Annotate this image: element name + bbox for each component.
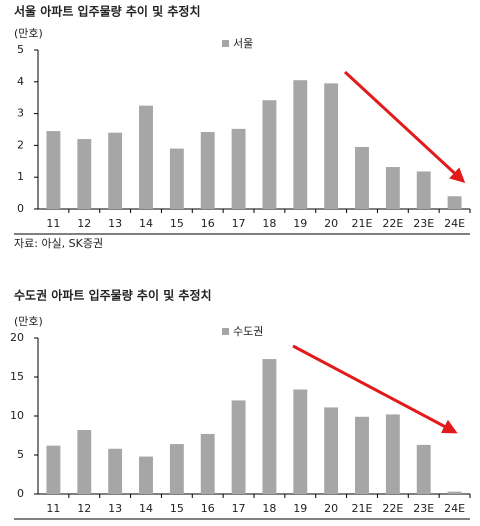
bar	[385, 167, 400, 209]
x-tick-label: 13	[108, 502, 122, 515]
trend-arrow	[292, 344, 458, 434]
legend-label: 수도권	[233, 325, 263, 338]
x-tick-label: 16	[201, 217, 215, 230]
bar	[293, 389, 308, 494]
bar	[200, 132, 215, 209]
x-tick-label: 14	[139, 502, 153, 515]
bar	[77, 430, 92, 494]
x-tick-label: 23E	[413, 502, 434, 515]
x-tick-label: 19	[293, 217, 307, 230]
x-tick-label: 15	[170, 502, 184, 515]
y-tick-label: 0	[17, 487, 24, 500]
bar	[46, 131, 61, 209]
legend-label: 서울	[233, 37, 253, 50]
x-tick-label: 17	[232, 217, 246, 230]
x-tick-label: 24E	[444, 502, 465, 515]
y-tick-label: 5	[17, 43, 24, 56]
bar	[108, 448, 123, 494]
x-tick-label: 20	[324, 217, 338, 230]
y-tick-label: 2	[17, 138, 24, 151]
x-tick-label: 23E	[413, 217, 434, 230]
y-axis-label: (만호)	[14, 27, 43, 40]
x-tick-label: 12	[77, 217, 91, 230]
x-tick-label: 20	[324, 502, 338, 515]
bar	[447, 196, 462, 209]
x-tick-label: 15	[170, 217, 184, 230]
x-tick-label: 14	[139, 217, 153, 230]
bar	[416, 444, 431, 494]
legend-swatch	[222, 328, 229, 335]
bar	[416, 171, 431, 209]
x-tick-label: 22E	[382, 502, 403, 515]
x-tick-label: 13	[108, 217, 122, 230]
x-tick-label: 18	[262, 217, 276, 230]
bar	[324, 407, 339, 494]
bar	[46, 445, 61, 494]
x-tick-label: 17	[232, 502, 246, 515]
bar	[293, 80, 308, 210]
bar	[169, 148, 184, 209]
bar	[231, 400, 246, 494]
y-tick-label: 10	[10, 409, 24, 422]
chart-title: 서울 아파트 입주물량 추이 및 추정치	[14, 4, 201, 19]
bar	[262, 100, 277, 209]
x-tick-label: 24E	[444, 217, 465, 230]
bar	[385, 414, 400, 494]
bar	[200, 433, 215, 494]
y-tick-label: 5	[17, 448, 24, 461]
bar	[447, 491, 462, 494]
bar	[77, 139, 92, 209]
bar	[139, 105, 153, 209]
x-tick-label: 18	[262, 502, 276, 515]
y-tick-label: 15	[10, 370, 24, 383]
bar	[355, 146, 369, 209]
bar	[139, 456, 153, 494]
x-tick-label: 11	[46, 502, 60, 515]
y-tick-label: 1	[17, 170, 24, 183]
y-tick-label: 4	[17, 75, 24, 88]
y-axis-label: (만호)	[14, 315, 43, 328]
x-tick-label: 19	[293, 502, 307, 515]
x-tick-label: 21E	[352, 217, 373, 230]
x-tick-label: 22E	[382, 217, 403, 230]
source-note: 자료: 아실, SK증권	[14, 237, 103, 250]
x-tick-label: 11	[46, 217, 60, 230]
legend-swatch	[222, 40, 229, 47]
bar	[355, 416, 369, 494]
x-tick-label: 21E	[352, 502, 373, 515]
bar	[262, 359, 277, 494]
bar	[108, 132, 123, 209]
bar	[169, 444, 184, 494]
chart-title: 수도권 아파트 입주물량 추이 및 추정치	[14, 288, 212, 303]
y-tick-label: 0	[17, 202, 24, 215]
bar	[324, 83, 339, 209]
x-tick-label: 12	[77, 502, 91, 515]
x-tick-label: 16	[201, 502, 215, 515]
y-tick-label: 20	[10, 331, 24, 344]
bar	[231, 128, 246, 209]
y-tick-label: 3	[17, 107, 24, 120]
trend-arrow	[343, 70, 466, 184]
